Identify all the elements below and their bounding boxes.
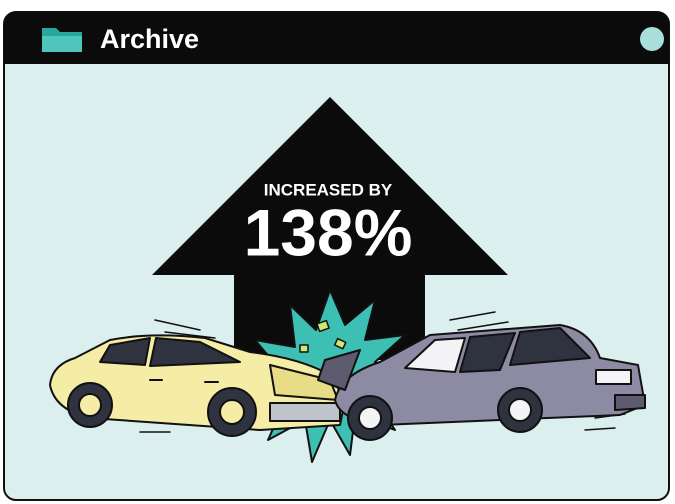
window-button[interactable]: [640, 27, 664, 51]
window-title: Archive: [100, 24, 199, 54]
archive-window: Archive INCREASED BY 138%: [0, 0, 675, 504]
page: Archive INCREASED BY 138%: [0, 0, 675, 504]
headline-value: 138%: [244, 195, 413, 269]
